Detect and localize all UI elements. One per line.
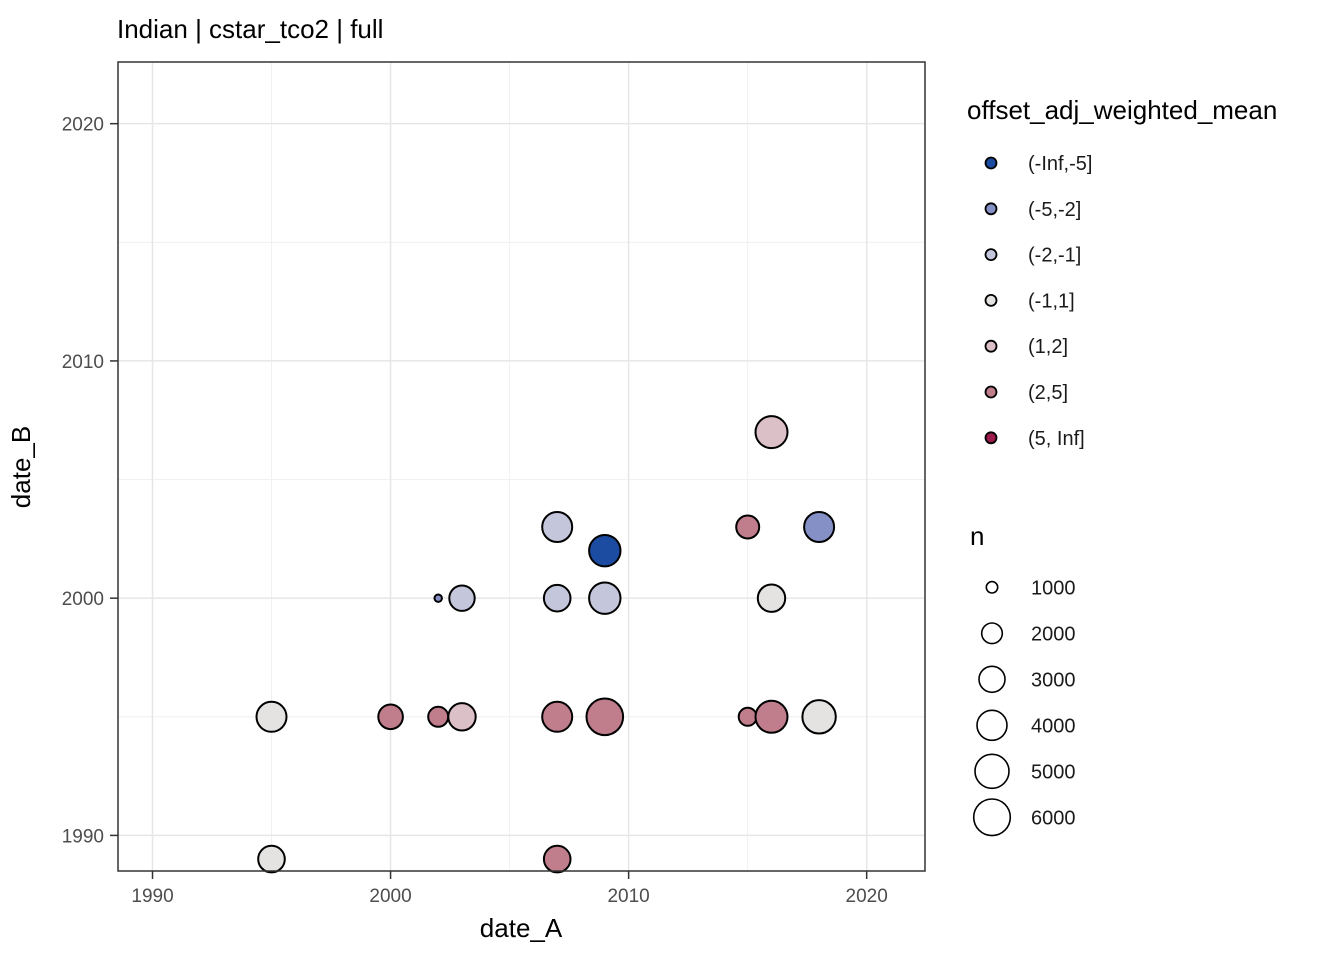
size-legend-label: 3000: [1031, 669, 1076, 691]
data-point: [542, 844, 572, 874]
color-legend-label: (5, Inf]: [1028, 428, 1085, 450]
data-point: [447, 702, 477, 732]
data-point: [257, 844, 286, 874]
data-point: [735, 514, 761, 540]
y-tick-label: 2010: [62, 352, 104, 373]
color-legend-key: [984, 293, 998, 307]
color-legend-label: (-1,1]: [1028, 290, 1075, 312]
axes-layer: 1990 2000 2010 2020 1990 2000 2010 2020: [62, 61, 926, 907]
size-legend-key: [978, 665, 1006, 694]
data-point: [541, 511, 574, 543]
color-legend-key: [984, 248, 998, 262]
data-point: [433, 593, 443, 603]
size-legend-title: n: [970, 521, 984, 551]
size-legend-key: [976, 709, 1008, 742]
points-layer: [255, 415, 837, 874]
color-legend-key: [984, 431, 998, 445]
color-legend-label: (-Inf,-5]: [1028, 153, 1092, 175]
color-legend-label: (1,2]: [1028, 336, 1068, 358]
data-point: [255, 700, 288, 733]
data-point: [754, 415, 789, 450]
size-legend-label: 5000: [1031, 761, 1076, 783]
size-legend-label: 2000: [1031, 623, 1076, 645]
data-point: [541, 700, 574, 733]
x-tick-label: 2020: [846, 886, 888, 907]
size-legend-key: [972, 798, 1012, 837]
data-point: [585, 697, 625, 737]
data-point: [737, 706, 758, 727]
data-point: [427, 705, 450, 728]
color-legend-label: (-5,-2]: [1028, 199, 1081, 221]
data-point: [448, 584, 476, 612]
legend-layer: (-Inf,-5] (-5,-2] (-2,-1] (-1,1] (1,2] (2,5] (…: [972, 153, 1092, 837]
panel-border: [117, 61, 926, 872]
data-point: [756, 583, 787, 613]
color-legend-label: (-2,-1]: [1028, 245, 1081, 267]
size-legend-label: 6000: [1031, 807, 1076, 829]
color-legend-key: [984, 385, 998, 399]
plot-title: Indian | cstar_tco2 | full: [117, 14, 383, 44]
size-legend-key: [985, 580, 999, 594]
x-tick-label: 2000: [369, 886, 411, 907]
y-tick-label: 2020: [62, 115, 104, 136]
color-legend-label: (2,5]: [1028, 382, 1068, 404]
x-tick-label: 2010: [607, 886, 649, 907]
data-point: [542, 583, 572, 613]
data-point: [801, 699, 837, 735]
size-legend-label: 4000: [1031, 715, 1076, 737]
size-legend-key: [974, 753, 1010, 790]
color-legend-key: [984, 339, 998, 353]
size-legend-label: 1000: [1031, 577, 1076, 599]
x-axis-title: date_A: [480, 913, 563, 943]
grid-layer: [118, 62, 925, 871]
color-legend-key: [984, 156, 998, 170]
x-tick-label: 1990: [131, 886, 173, 907]
y-tick-label: 1990: [62, 826, 104, 847]
panel-background: [118, 62, 925, 871]
size-legend-key: [980, 622, 1004, 645]
color-legend-title: offset_adj_weighted_mean: [967, 95, 1277, 125]
y-axis-title: date_B: [6, 426, 36, 508]
data-point: [377, 703, 404, 731]
data-point: [588, 581, 622, 615]
data-point: [588, 534, 622, 568]
color-legend-key: [984, 202, 998, 216]
data-point: [803, 511, 836, 543]
data-point: [754, 699, 789, 734]
y-tick-label: 2000: [62, 589, 104, 610]
